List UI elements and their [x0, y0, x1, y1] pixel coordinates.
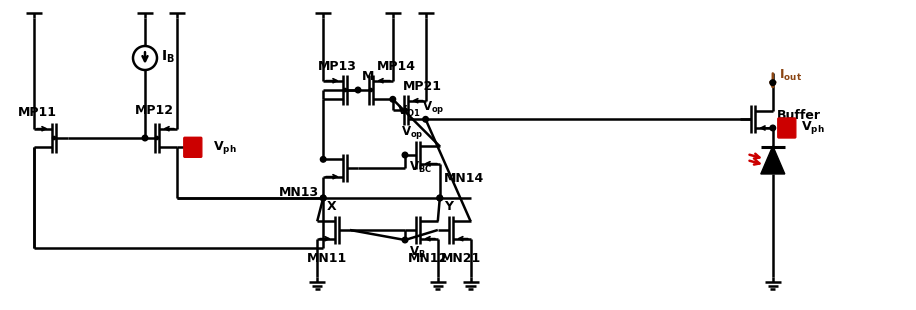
Text: $\mathbf{V_{op}}$: $\mathbf{V_{op}}$ [400, 124, 423, 141]
Text: M: M [362, 70, 375, 83]
Text: MP11: MP11 [18, 107, 57, 119]
Text: $\mathbf{I_{out}}$: $\mathbf{I_{out}}$ [779, 68, 802, 83]
Circle shape [423, 117, 429, 122]
Circle shape [369, 88, 373, 91]
Text: MP21: MP21 [403, 81, 442, 94]
Text: X: X [327, 200, 337, 212]
Text: $\mathbf{V_{BC}}$: $\mathbf{V_{BC}}$ [409, 159, 432, 175]
Circle shape [344, 88, 346, 91]
FancyBboxPatch shape [184, 137, 202, 157]
Circle shape [156, 136, 158, 140]
Text: MN14: MN14 [443, 172, 484, 185]
Circle shape [770, 80, 776, 86]
Circle shape [321, 157, 326, 162]
Circle shape [402, 152, 408, 158]
Text: Buffer: Buffer [777, 109, 821, 122]
Text: $\mathbf{V_{ph}}$: $\mathbf{V_{ph}}$ [801, 119, 824, 136]
Text: MP14: MP14 [376, 60, 416, 73]
Polygon shape [761, 146, 785, 174]
Circle shape [142, 135, 147, 141]
Text: MN21: MN21 [441, 251, 481, 264]
Text: $\mathbf{V_{O1}}$: $\mathbf{V_{O1}}$ [397, 104, 420, 119]
Circle shape [437, 195, 442, 201]
Text: MP12: MP12 [135, 104, 173, 117]
Circle shape [321, 195, 326, 201]
Text: MN11: MN11 [307, 251, 347, 264]
Text: $\mathbf{V_{op}}$: $\mathbf{V_{op}}$ [421, 99, 444, 116]
Circle shape [355, 87, 361, 93]
Circle shape [770, 125, 776, 131]
Circle shape [402, 237, 408, 243]
Circle shape [321, 195, 326, 201]
Text: $\mathbf{V_B}$: $\mathbf{V_B}$ [409, 245, 426, 259]
Text: $\mathbf{V_{ph}}$: $\mathbf{V_{ph}}$ [213, 139, 236, 156]
Circle shape [404, 108, 408, 112]
Text: MN13: MN13 [279, 185, 319, 198]
Circle shape [390, 96, 396, 102]
FancyBboxPatch shape [778, 118, 796, 138]
Text: MN12: MN12 [408, 251, 448, 264]
Circle shape [52, 136, 56, 140]
Text: Y: Y [443, 200, 453, 212]
Circle shape [437, 195, 442, 201]
Text: MP13: MP13 [318, 60, 357, 73]
Text: $\mathbf{I_B}$: $\mathbf{I_B}$ [161, 49, 175, 65]
